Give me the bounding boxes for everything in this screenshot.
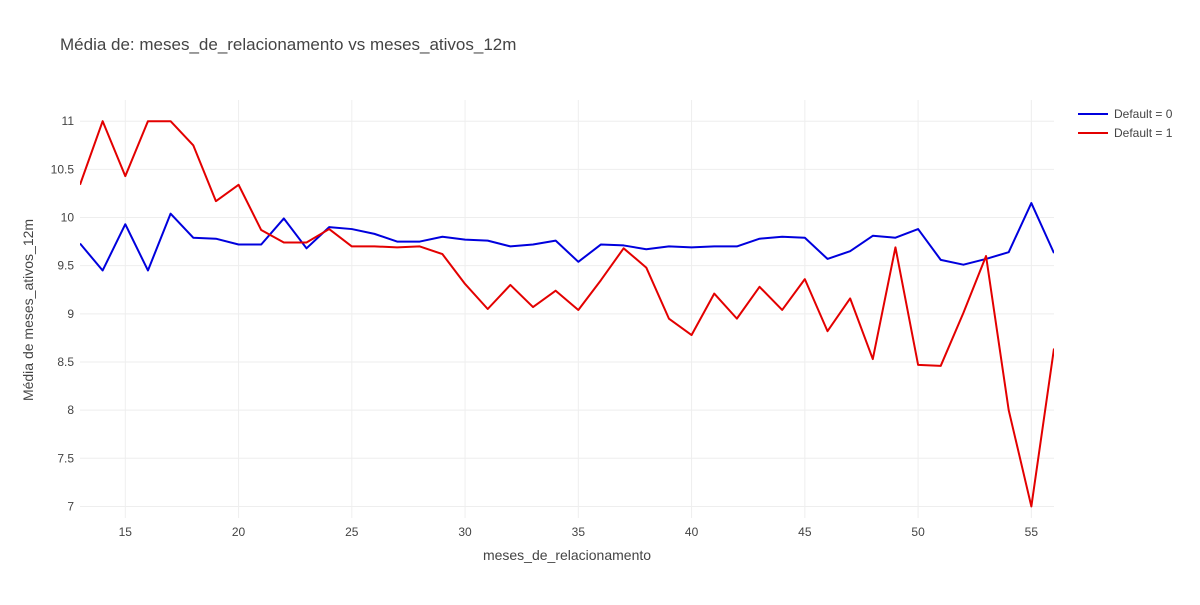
x-tick-label: 20 [232,525,246,539]
x-tick-label: 55 [1025,525,1039,539]
y-axis-label: Média de meses_ativos_12m [20,219,36,401]
x-tick-label: 25 [345,525,359,539]
legend-item[interactable]: Default = 1 [1078,126,1173,140]
legend-label: Default = 0 [1114,107,1173,121]
y-tick-label: 10.5 [51,162,75,176]
y-tick-label: 8 [67,403,74,417]
y-tick-label: 11 [62,114,75,128]
x-axis-label: meses_de_relacionamento [483,547,651,563]
x-tick-label: 40 [685,525,699,539]
series-lines [80,120,1054,508]
x-tick-label: 45 [798,525,812,539]
y-tick-label: 7 [67,499,74,513]
series-line-default-1 [80,120,1054,508]
legend: Default = 0 Default = 1 [1078,107,1173,140]
chart-title: Média de: meses_de_relacionamento vs mes… [60,35,516,54]
legend-label: Default = 1 [1114,126,1173,140]
series-line-default-0 [80,202,1054,272]
x-tick-label: 50 [911,525,925,539]
y-tick-label: 8.5 [57,355,74,369]
x-tick-label: 30 [458,525,472,539]
y-tick-label: 9.5 [57,259,74,273]
y-axis-ticks: 7 7.5 8 8.5 9 9.5 10 10.5 11 [51,114,75,513]
x-tick-label: 15 [119,525,133,539]
y-tick-label: 7.5 [57,451,74,465]
y-tick-label: 10 [61,211,75,225]
grid [80,100,1054,518]
x-tick-label: 35 [572,525,586,539]
y-tick-label: 9 [67,307,74,321]
x-axis-ticks: 15 20 25 30 35 40 45 50 55 [119,525,1039,539]
legend-item[interactable]: Default = 0 [1078,107,1173,121]
